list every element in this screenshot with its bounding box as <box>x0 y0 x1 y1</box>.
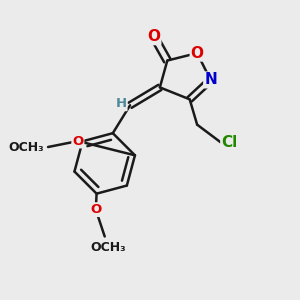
Text: O: O <box>190 46 204 61</box>
Text: O: O <box>147 29 161 44</box>
Text: O: O <box>72 135 83 148</box>
Text: N: N <box>204 72 217 87</box>
Text: O: O <box>90 203 101 216</box>
Text: OCH₃: OCH₃ <box>90 241 125 254</box>
Text: OCH₃: OCH₃ <box>9 140 44 154</box>
Text: Cl: Cl <box>221 135 238 150</box>
Text: H: H <box>116 97 127 110</box>
